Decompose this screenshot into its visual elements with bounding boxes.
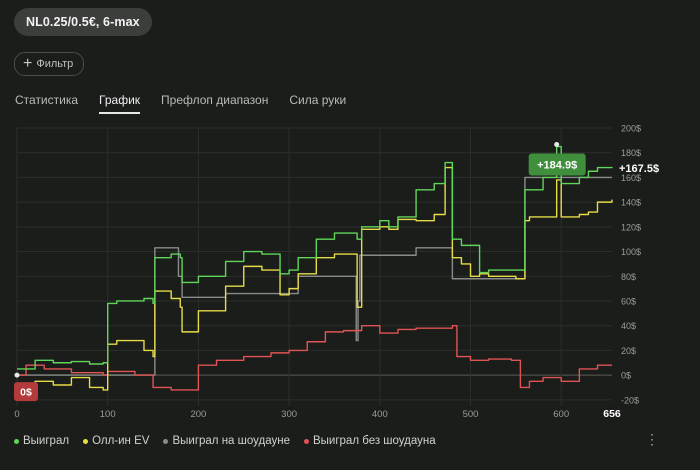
x-tick-label: 300 bbox=[281, 409, 297, 420]
legend-label-won: Выиграл bbox=[23, 435, 70, 447]
y-tick-label: -20$ bbox=[621, 395, 639, 405]
start-label: 0$ bbox=[20, 387, 32, 399]
y-tick-label: 40$ bbox=[621, 321, 636, 331]
y-tick-label: 200$ bbox=[621, 124, 641, 134]
legend-dot-allin-ev bbox=[83, 438, 89, 444]
y-tick-label: 80$ bbox=[621, 272, 636, 282]
tab-graph[interactable]: График bbox=[99, 93, 141, 114]
y-tick-label: 0$ bbox=[621, 371, 631, 381]
peak-marker bbox=[554, 142, 560, 148]
legend-dot-non-showdown bbox=[303, 438, 309, 444]
plus-icon: + bbox=[23, 55, 33, 72]
peak-label-box bbox=[528, 153, 586, 176]
series-line-1 bbox=[17, 166, 613, 391]
tab-bar: Статистика График Префлоп диапазон Сила … bbox=[15, 93, 346, 114]
series-line-3 bbox=[17, 324, 612, 391]
legend-dot-showdown bbox=[163, 438, 169, 444]
y-tick-label: 100$ bbox=[621, 247, 641, 257]
filter-label: Фильтр bbox=[36, 58, 74, 70]
filter-button[interactable]: + Фильтр bbox=[14, 52, 85, 76]
end-value-label: +167.5$ bbox=[619, 163, 659, 175]
series-line-2 bbox=[17, 176, 612, 376]
legend-label-non-showdown: Выиграл без шоудауна bbox=[312, 435, 436, 447]
legend-item-allin-ev[interactable]: Олл-ин EV bbox=[83, 435, 149, 447]
tab-preflop-range[interactable]: Префлоп диапазон bbox=[161, 93, 269, 107]
legend-label-showdown: Выиграл на шоудауне bbox=[172, 435, 290, 447]
series-line-0 bbox=[17, 145, 613, 370]
legend-item-won[interactable]: Выиграл bbox=[14, 435, 69, 447]
legend-item-non-showdown[interactable]: Выиграл без шоудауна bbox=[303, 435, 436, 447]
y-tick-label: 140$ bbox=[621, 198, 641, 208]
chart-legend: Выиграл Олл-ин EV Выиграл на шоудауне Вы… bbox=[14, 435, 436, 447]
profit-line-chart: 200$ 180$ 160$ 140$ 120$ 100$ 80$ 60$ 40$ 20$ 0$ -2… bbox=[14, 124, 659, 420]
x-tick-label: 600 bbox=[553, 409, 569, 420]
legend-label-allin-ev: Олл-ин EV bbox=[92, 435, 150, 447]
legend-item-showdown[interactable]: Выиграл на шоудауне bbox=[163, 435, 290, 447]
legend-dot-won bbox=[14, 438, 19, 444]
y-tick-label: 20$ bbox=[621, 346, 636, 356]
x-end-label: 656 bbox=[603, 408, 621, 420]
x-tick-label: 200 bbox=[190, 409, 206, 420]
peak-label: +184.9$ bbox=[537, 160, 577, 172]
x-tick-label: 400 bbox=[372, 409, 388, 420]
x-tick-label: 500 bbox=[463, 409, 479, 420]
x-tick-label: 0 bbox=[14, 409, 19, 420]
tab-hand-strength[interactable]: Сила руки bbox=[289, 93, 347, 107]
start-label-box bbox=[14, 382, 38, 402]
y-tick-label: 160$ bbox=[621, 173, 641, 183]
y-tick-label: 60$ bbox=[621, 296, 636, 306]
tab-statistics[interactable]: Статистика bbox=[15, 93, 79, 107]
x-tick-label: 100 bbox=[100, 409, 116, 420]
game-filter-chip[interactable]: NL0.25/0.5€, 6-max bbox=[14, 8, 152, 36]
more-options-icon[interactable]: ⋮ bbox=[645, 431, 659, 447]
y-tick-label: 120$ bbox=[621, 222, 641, 232]
start-marker bbox=[14, 372, 20, 378]
y-tick-label: 180$ bbox=[621, 148, 641, 158]
